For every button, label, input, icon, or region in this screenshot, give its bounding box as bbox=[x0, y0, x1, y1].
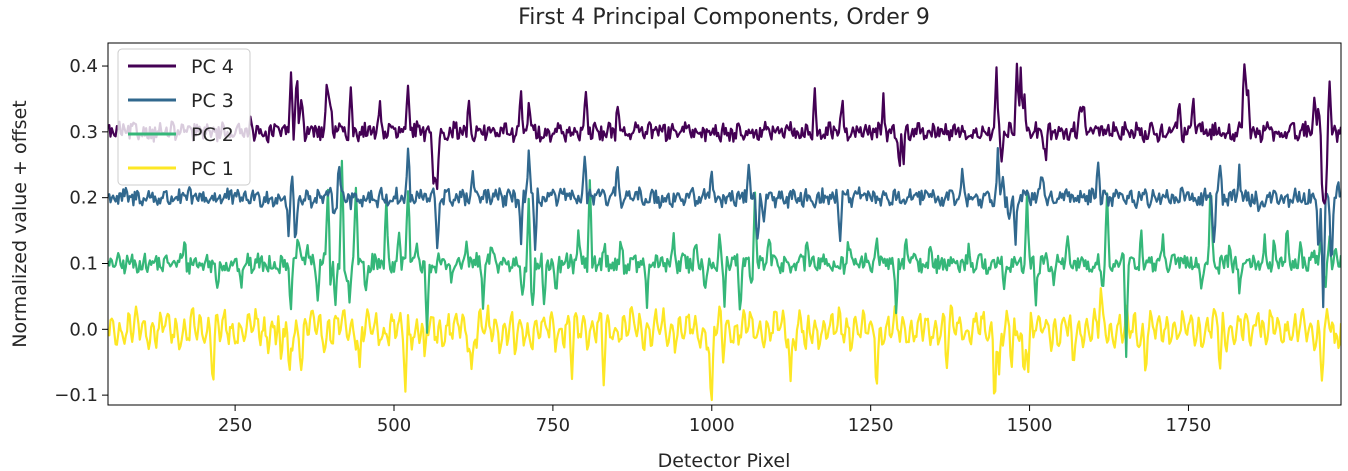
legend: PC 4 PC 3 PC 2 PC 1 bbox=[117, 48, 251, 186]
chart-title: First 4 Principal Components, Order 9 bbox=[518, 5, 930, 30]
y-tick-label: 0.1 bbox=[69, 253, 98, 274]
y-tick-label: 0.0 bbox=[69, 319, 98, 340]
legend-label: PC 3 bbox=[191, 90, 234, 112]
x-tick-label: 1000 bbox=[689, 415, 735, 436]
legend-label: PC 1 bbox=[191, 158, 234, 180]
series-layer bbox=[108, 62, 1341, 402]
y-tick-label: 0.3 bbox=[69, 122, 98, 143]
y-tick-label: 0.4 bbox=[69, 56, 98, 77]
y-axis-label: Normalized value + offset bbox=[9, 100, 31, 347]
x-axis-label: Detector Pixel bbox=[658, 450, 791, 471]
series-line-pc3 bbox=[108, 147, 1341, 309]
series-line-pc1 bbox=[108, 287, 1341, 402]
x-tick-label: 750 bbox=[536, 415, 570, 436]
x-tick-label: 500 bbox=[377, 415, 411, 436]
y-axis: −0.1 0.0 0.1 0.2 0.3 0.4 bbox=[54, 56, 108, 406]
x-axis: 250 500 750 1000 1250 1500 1750 bbox=[218, 405, 1211, 436]
x-tick-label: 1250 bbox=[848, 415, 894, 436]
plot-frame bbox=[107, 42, 1342, 406]
legend-label: PC 2 bbox=[191, 124, 234, 146]
series-line-pc4 bbox=[108, 62, 1341, 205]
x-tick-label: 1750 bbox=[1166, 415, 1212, 436]
y-tick-label: −0.1 bbox=[54, 385, 98, 406]
legend-label: PC 4 bbox=[191, 56, 234, 78]
x-tick-label: 250 bbox=[218, 415, 252, 436]
y-tick-label: 0.2 bbox=[69, 188, 98, 209]
x-tick-label: 1500 bbox=[1007, 415, 1053, 436]
legend-frame bbox=[117, 48, 251, 186]
series-line-pc2 bbox=[108, 159, 1341, 359]
